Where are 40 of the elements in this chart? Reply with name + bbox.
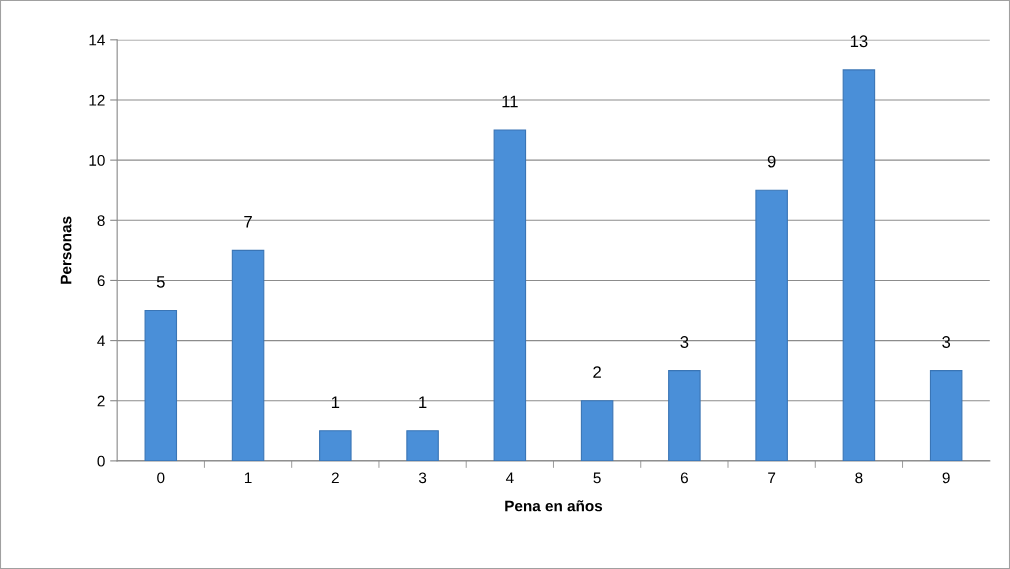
bar <box>668 370 701 461</box>
bar <box>319 430 352 461</box>
bar <box>231 249 265 461</box>
y-tick-label: 4 <box>97 335 105 347</box>
bar <box>406 430 439 461</box>
data-label: 1 <box>419 396 427 408</box>
bar <box>144 309 178 461</box>
bar <box>842 69 876 461</box>
y-axis-title: Personas <box>60 216 72 284</box>
bar <box>580 400 614 461</box>
x-tick-label: 9 <box>942 472 950 484</box>
x-tick-label: 5 <box>593 472 601 484</box>
x-tick-label: 0 <box>157 472 165 484</box>
y-tick-label: 10 <box>89 155 105 166</box>
y-tick-label: 12 <box>89 94 105 106</box>
data-label: 3 <box>942 336 951 348</box>
bar <box>493 129 527 461</box>
x-tick-label: 2 <box>331 472 339 484</box>
y-tick-label: 0 <box>97 455 105 467</box>
x-tick-label: 1 <box>244 472 252 484</box>
data-label: 3 <box>680 336 689 348</box>
x-tick-label: 3 <box>418 472 427 484</box>
data-label: 11 <box>502 95 518 108</box>
x-tick-label: 8 <box>855 472 863 484</box>
data-label: 2 <box>593 366 601 378</box>
data-label: 1 <box>331 396 340 408</box>
y-tick-label: 2 <box>97 395 105 407</box>
data-label: 13 <box>850 35 868 48</box>
bar <box>755 189 788 461</box>
x-tick-label: 6 <box>680 472 688 484</box>
data-label: 7 <box>244 215 252 228</box>
x-tick-label: 4 <box>505 472 514 484</box>
data-label: 9 <box>767 155 776 168</box>
bar <box>929 370 963 461</box>
y-tick-label: 8 <box>97 215 105 226</box>
data-label: 5 <box>156 276 165 288</box>
x-axis-title: Pena en años <box>505 500 603 512</box>
x-tick-label: 7 <box>768 472 776 484</box>
y-tick-label: 6 <box>97 275 105 287</box>
y-tick-label: 14 <box>89 34 105 46</box>
